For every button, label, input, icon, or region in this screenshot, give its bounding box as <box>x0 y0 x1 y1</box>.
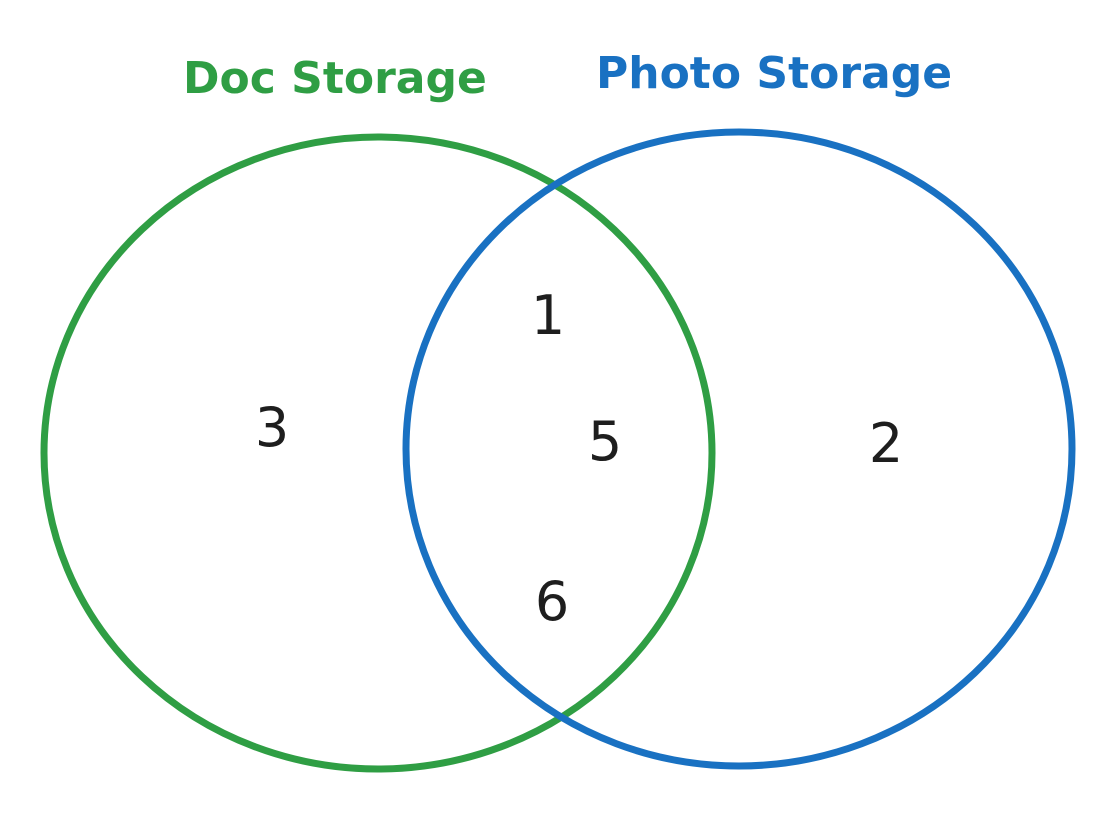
intersection-bottom-count: 6 <box>535 570 569 633</box>
photo-storage-title: Photo Storage <box>596 48 952 99</box>
doc-storage-circle <box>40 133 716 773</box>
doc-storage-title: Doc Storage <box>183 53 487 104</box>
photo-storage-circle <box>402 128 1076 770</box>
right-only-count: 2 <box>869 412 903 475</box>
intersection-top-count: 1 <box>531 284 565 347</box>
intersection-middle-count: 5 <box>588 410 622 473</box>
left-only-count: 3 <box>255 396 289 459</box>
